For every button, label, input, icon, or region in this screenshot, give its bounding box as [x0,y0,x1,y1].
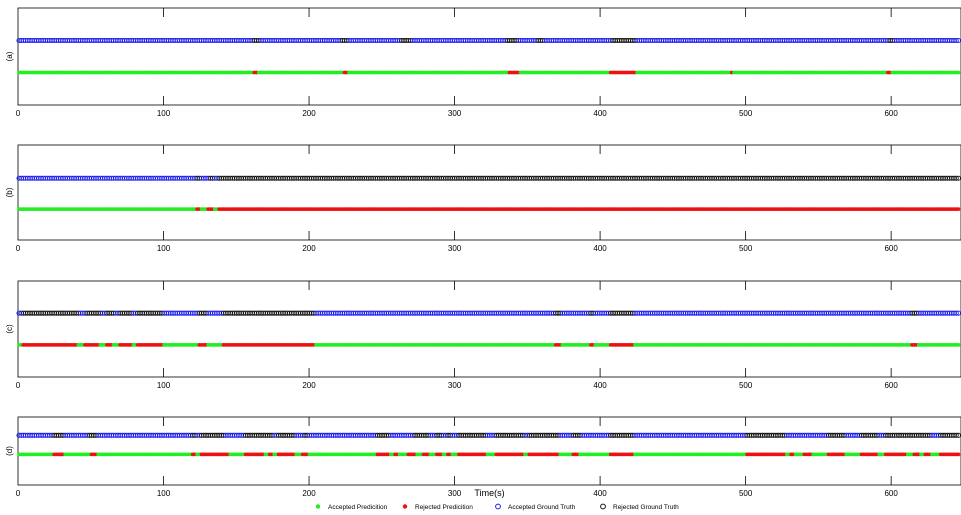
panel-label: (b) [5,187,14,197]
x-tick-label: 200 [302,244,316,253]
markers [16,310,961,347]
legend-marker [495,503,501,510]
x-tick-label: 400 [593,109,607,118]
legend-label: Accepted Ground Truth [508,504,576,511]
plot-frame [17,416,961,486]
x-tick-label: 200 [302,381,316,390]
x-tick-label: 300 [448,381,462,390]
x-tick-label: 400 [593,244,607,253]
x-tick-label: 400 [593,381,607,390]
markers [16,175,961,212]
accepted-ground-truth-point [953,310,959,316]
x-tick-label: 0 [16,109,21,118]
x-tick-label: 600 [884,381,898,390]
rejected-ground-truth-point [953,432,959,438]
x-tick-label: 300 [448,489,462,498]
plot-frame [17,144,961,241]
legend-marker [315,504,321,509]
rejected-ground-truth-point [953,175,959,181]
x-tick-label: 0 [16,244,21,253]
panel-label: (d) [5,446,14,456]
x-axis-label: Time(s) [474,488,504,498]
accepted-prediction-point [956,70,961,75]
x-tick-label: 200 [302,489,316,498]
legend: Accepted Predicition Rejected Predicition… [315,503,679,511]
markers [16,432,961,457]
x-tick-label: 500 [739,109,753,118]
panel-label: (c) [5,324,14,334]
x-tick-label: 400 [593,489,607,498]
panel-1: 0 100 200 300 400 500 600 (a) [5,7,961,118]
x-tick-label: 300 [448,109,462,118]
markers [16,37,961,75]
panel-3: 0 100 200 300 400 500 600 (c) [5,280,961,390]
rejected-prediction-point [956,207,961,212]
legend-label: Rejected Predicition [415,504,473,511]
legend-marker [600,503,606,510]
panel-4: 0 100 200 300 400 500 600 (d) [5,416,961,498]
accepted-prediction-point [956,342,961,347]
x-tick-label: 600 [884,489,898,498]
panel-label: (a) [5,51,14,61]
x-tick-label: 100 [157,489,171,498]
x-tick-label: 100 [157,244,171,253]
x-tick-label: 500 [739,381,753,390]
accepted-ground-truth-point [953,37,959,44]
rejected-prediction-point [956,452,961,457]
plot-frame [17,7,961,106]
x-tick-label: 0 [16,381,21,390]
x-tick-label: 500 [739,489,753,498]
x-tick-label: 500 [739,244,753,253]
x-tick-label: 100 [157,381,171,390]
legend-marker [402,504,408,509]
x-tick-label: 200 [302,109,316,118]
plot-frame [17,280,961,378]
x-tick-label: 300 [448,244,462,253]
x-tick-label: 600 [884,244,898,253]
legend-label: Rejected Ground Truth [613,504,679,511]
x-tick-label: 100 [157,109,171,118]
x-tick-label: 600 [884,109,898,118]
legend-label: Accepted Predicition [328,504,388,511]
x-tick-label: 0 [16,489,21,498]
panel-2: 0 100 200 300 400 500 600 (b) [5,144,961,253]
